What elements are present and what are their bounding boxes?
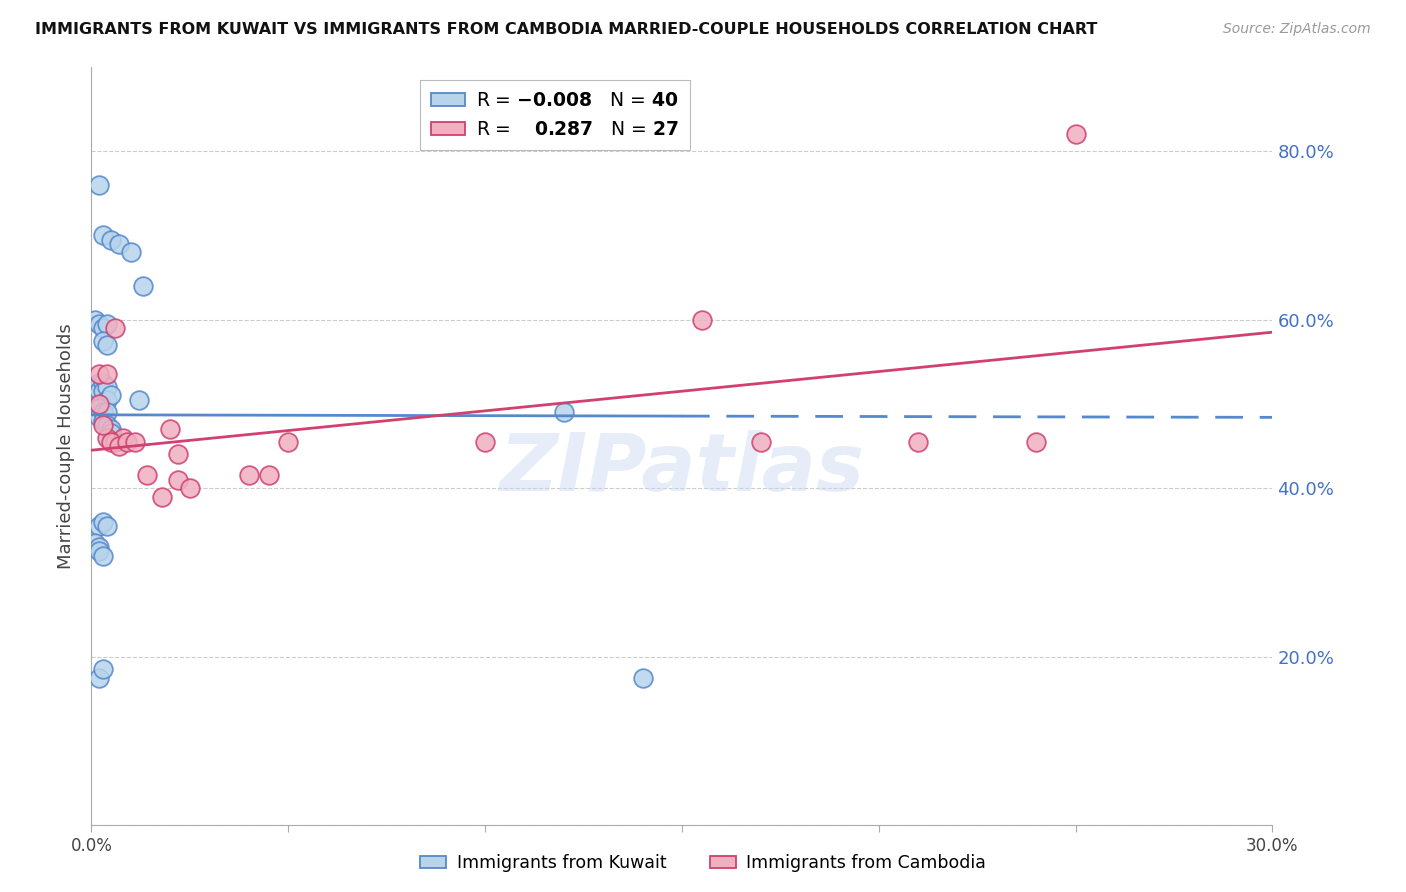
Point — [91, 321, 114, 335]
Point — [91, 405, 114, 419]
Legend: Immigrants from Kuwait, Immigrants from Cambodia: Immigrants from Kuwait, Immigrants from … — [413, 847, 993, 879]
Point — [91, 417, 114, 432]
Point — [96, 392, 118, 407]
Point — [257, 468, 280, 483]
Point — [91, 515, 114, 529]
Point — [89, 671, 111, 685]
Point — [167, 447, 190, 461]
Point — [89, 317, 111, 331]
Point — [96, 380, 118, 394]
Point — [238, 468, 260, 483]
Point — [96, 368, 118, 382]
Point — [91, 549, 114, 563]
Point — [96, 519, 118, 533]
Point — [91, 384, 114, 399]
Point — [1064, 128, 1087, 142]
Point — [150, 490, 173, 504]
Point — [96, 417, 118, 432]
Point — [91, 376, 114, 390]
Point — [89, 397, 111, 411]
Point — [89, 178, 111, 192]
Point — [89, 544, 111, 558]
Point — [91, 414, 114, 428]
Point — [89, 519, 111, 533]
Point — [100, 434, 122, 449]
Point — [100, 426, 122, 441]
Point — [89, 368, 111, 382]
Point — [84, 312, 107, 326]
Point — [89, 409, 111, 424]
Legend: R = $\mathbf{-0.008}$   N = $\mathbf{40}$, R =    $\mathbf{0.287}$   N = $\mathb: R = $\mathbf{-0.008}$ N = $\mathbf{40}$,… — [419, 80, 690, 150]
Point — [120, 245, 142, 260]
Point — [135, 468, 157, 483]
Point — [89, 376, 111, 390]
Point — [104, 434, 127, 449]
Point — [100, 233, 122, 247]
Point — [128, 392, 150, 407]
Point — [96, 338, 118, 352]
Point — [108, 236, 131, 251]
Point — [96, 405, 118, 419]
Y-axis label: Married-couple Households: Married-couple Households — [58, 323, 76, 569]
Point — [96, 317, 118, 331]
Point — [131, 279, 153, 293]
Point — [100, 422, 122, 436]
Point — [553, 405, 575, 419]
Point — [907, 434, 929, 449]
Text: Source: ZipAtlas.com: Source: ZipAtlas.com — [1223, 22, 1371, 37]
Point — [96, 431, 118, 445]
Point — [104, 321, 127, 335]
Point — [124, 434, 146, 449]
Text: IMMIGRANTS FROM KUWAIT VS IMMIGRANTS FROM CAMBODIA MARRIED-COUPLE HOUSEHOLDS COR: IMMIGRANTS FROM KUWAIT VS IMMIGRANTS FRO… — [35, 22, 1098, 37]
Point — [89, 540, 111, 554]
Point — [159, 422, 181, 436]
Point — [91, 334, 114, 348]
Point — [100, 388, 122, 402]
Point — [84, 536, 107, 550]
Point — [115, 434, 138, 449]
Point — [91, 228, 114, 243]
Point — [89, 384, 111, 399]
Point — [179, 481, 201, 495]
Point — [277, 434, 299, 449]
Point — [631, 671, 654, 685]
Point — [690, 312, 713, 326]
Point — [111, 431, 134, 445]
Text: ZIPatlas: ZIPatlas — [499, 430, 865, 508]
Point — [474, 434, 496, 449]
Point — [749, 434, 772, 449]
Point — [91, 662, 114, 676]
Point — [108, 439, 131, 453]
Point — [1025, 434, 1047, 449]
Point — [84, 380, 107, 394]
Point — [167, 473, 190, 487]
Point — [89, 401, 111, 416]
